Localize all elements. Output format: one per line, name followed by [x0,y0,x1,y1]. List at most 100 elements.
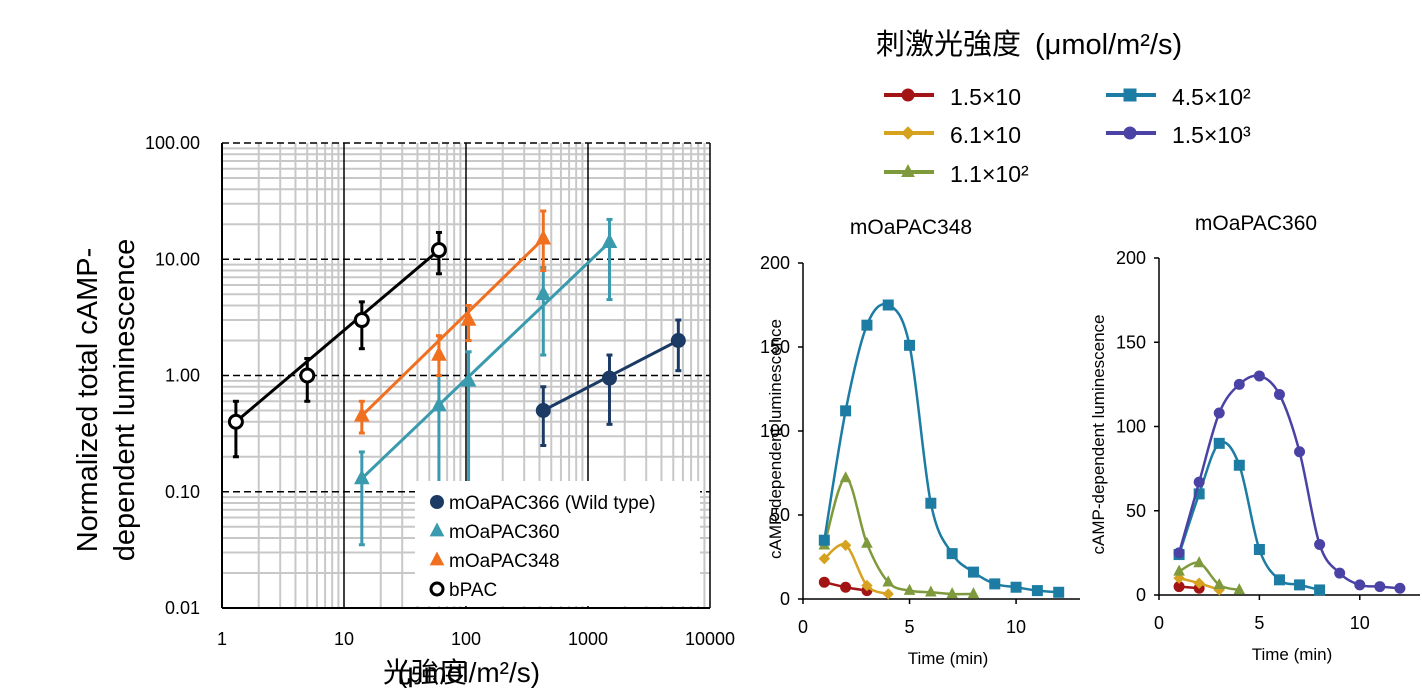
series-path [1177,440,1320,592]
data-point [353,406,370,422]
x-tick-label: 100 [451,629,481,649]
data-point [1193,476,1205,488]
y-tick-label: 100.00 [145,133,200,153]
data-point [1334,567,1346,579]
x-tick-label: 1 [217,629,227,649]
legend-marker-3 [1123,88,1137,102]
main-legend: mOaPAC366 (Wild type) mOaPAC360 mOaPAC348 b… [429,493,656,601]
chart-mOaPAC348: mOaPAC348 0 50 100 150 200 0 5 10 Time (min) cAMP-… [760,216,1080,668]
x-tick-label: 10 [1350,613,1370,633]
data-point [946,587,958,599]
y-tick-label: 150 [760,337,790,357]
y-tick-label: 50 [770,505,790,525]
legend-label-3: 4.5×10² [1172,84,1251,110]
data-point [601,233,618,249]
series-path [823,476,974,596]
legend-marker-0 [901,88,915,102]
data-point [882,575,895,587]
data-point [1273,574,1285,586]
data-point [1374,581,1386,593]
main-legend-label: mOaPAC360 [449,522,560,543]
y-tick-label: 0 [780,589,790,609]
data-point [903,583,916,595]
x-axis-label: Time (min) [908,649,989,668]
main-legend-label: mOaPAC366 (Wild type) [449,493,656,514]
data-point [839,539,852,551]
series-line [1173,370,1406,594]
data-point [1233,459,1245,471]
data-point [1294,579,1306,591]
x-tick-label: 10 [1006,617,1026,637]
series-moapac348 [353,209,552,435]
data-point [1354,579,1366,591]
main-chart: 0.01 0.10 1.00 10.00 100.00 1 10 100 1000 10000 m… [72,133,735,688]
data-point [967,587,980,599]
data-point [1193,556,1205,568]
y-tick-label: 0.10 [165,482,200,502]
data-point [989,578,1001,590]
y-tick-label: 200 [1116,248,1146,268]
legend-marker-2 [901,164,915,177]
legend-label-1: 6.1×10 [950,122,1021,148]
series-path [823,543,889,596]
series-path [1177,374,1401,590]
main-x-label-unit: (μmol/m²/s) [398,657,540,688]
legend-label-2: 1.1×10² [950,161,1029,187]
main-legend-marker [429,551,445,566]
main-legend-box [415,481,700,606]
data-point [431,345,447,361]
legend-label-4: 1.5×10³ [1172,122,1251,148]
x-tick-label: 5 [1254,613,1264,633]
x-tick-label: 0 [798,617,808,637]
fit-line [234,248,440,423]
main-legend-marker [430,495,444,509]
data-point [1173,547,1185,559]
y-tick-label: 50 [1126,501,1146,521]
series-moapac366-wild-type- [535,318,686,447]
chart-title: mOaPAC348 [850,216,972,239]
legend-entries: 1.5×10 6.1×10 1.1×10² 4.5×10² 1.5×10³ [884,84,1251,187]
data-point [1233,378,1245,390]
data-point [904,339,916,351]
series-line [818,299,1065,598]
series-path [1178,561,1240,592]
x-tick-label: 5 [905,617,915,637]
data-point [1193,488,1205,500]
data-point [882,299,894,311]
data-point [1253,370,1265,382]
data-point [1010,581,1022,593]
data-point [535,285,552,300]
data-point [839,471,852,483]
data-point [1314,538,1326,550]
data-point [1213,437,1225,449]
data-point [861,319,873,331]
legend-marker-1 [901,126,915,140]
stimulus-legend: 刺激光強度 (μmol/m²/s) 1.5×10 6.1×10 1.1×10² 4.5… [876,28,1251,187]
data-point [1173,564,1185,576]
data-point [1213,407,1225,419]
x-tick-label: 10 [334,629,354,649]
fit-line [360,241,611,480]
data-point [670,333,686,349]
y-axis-label: cAMP-dependent luminescence [1089,314,1108,554]
data-point [227,413,244,430]
main-legend-label: mOaPAC348 [449,551,560,572]
data-point [840,581,852,593]
chart-title: mOaPAC360 [1195,212,1317,235]
data-point [1031,585,1043,597]
data-point [431,396,447,412]
y-tick-label: 100 [1116,417,1146,437]
data-point [818,552,831,565]
data-point [861,579,873,592]
series-bpac [227,230,447,459]
y-tick-label: 0.01 [165,598,200,618]
data-point [1253,544,1265,556]
fit-line [360,237,545,417]
main-y-label-line1: Normalized total cAMP- [72,248,104,553]
legend-marker-4 [1123,126,1137,140]
data-point [460,310,477,326]
x-tick-label: 0 [1154,613,1164,633]
y-tick-label: 1.00 [165,366,200,386]
chart-mOaPAC360: mOaPAC360 0 50 100 150 200 0 5 10 Time (min) cAMP-… [1089,212,1420,664]
